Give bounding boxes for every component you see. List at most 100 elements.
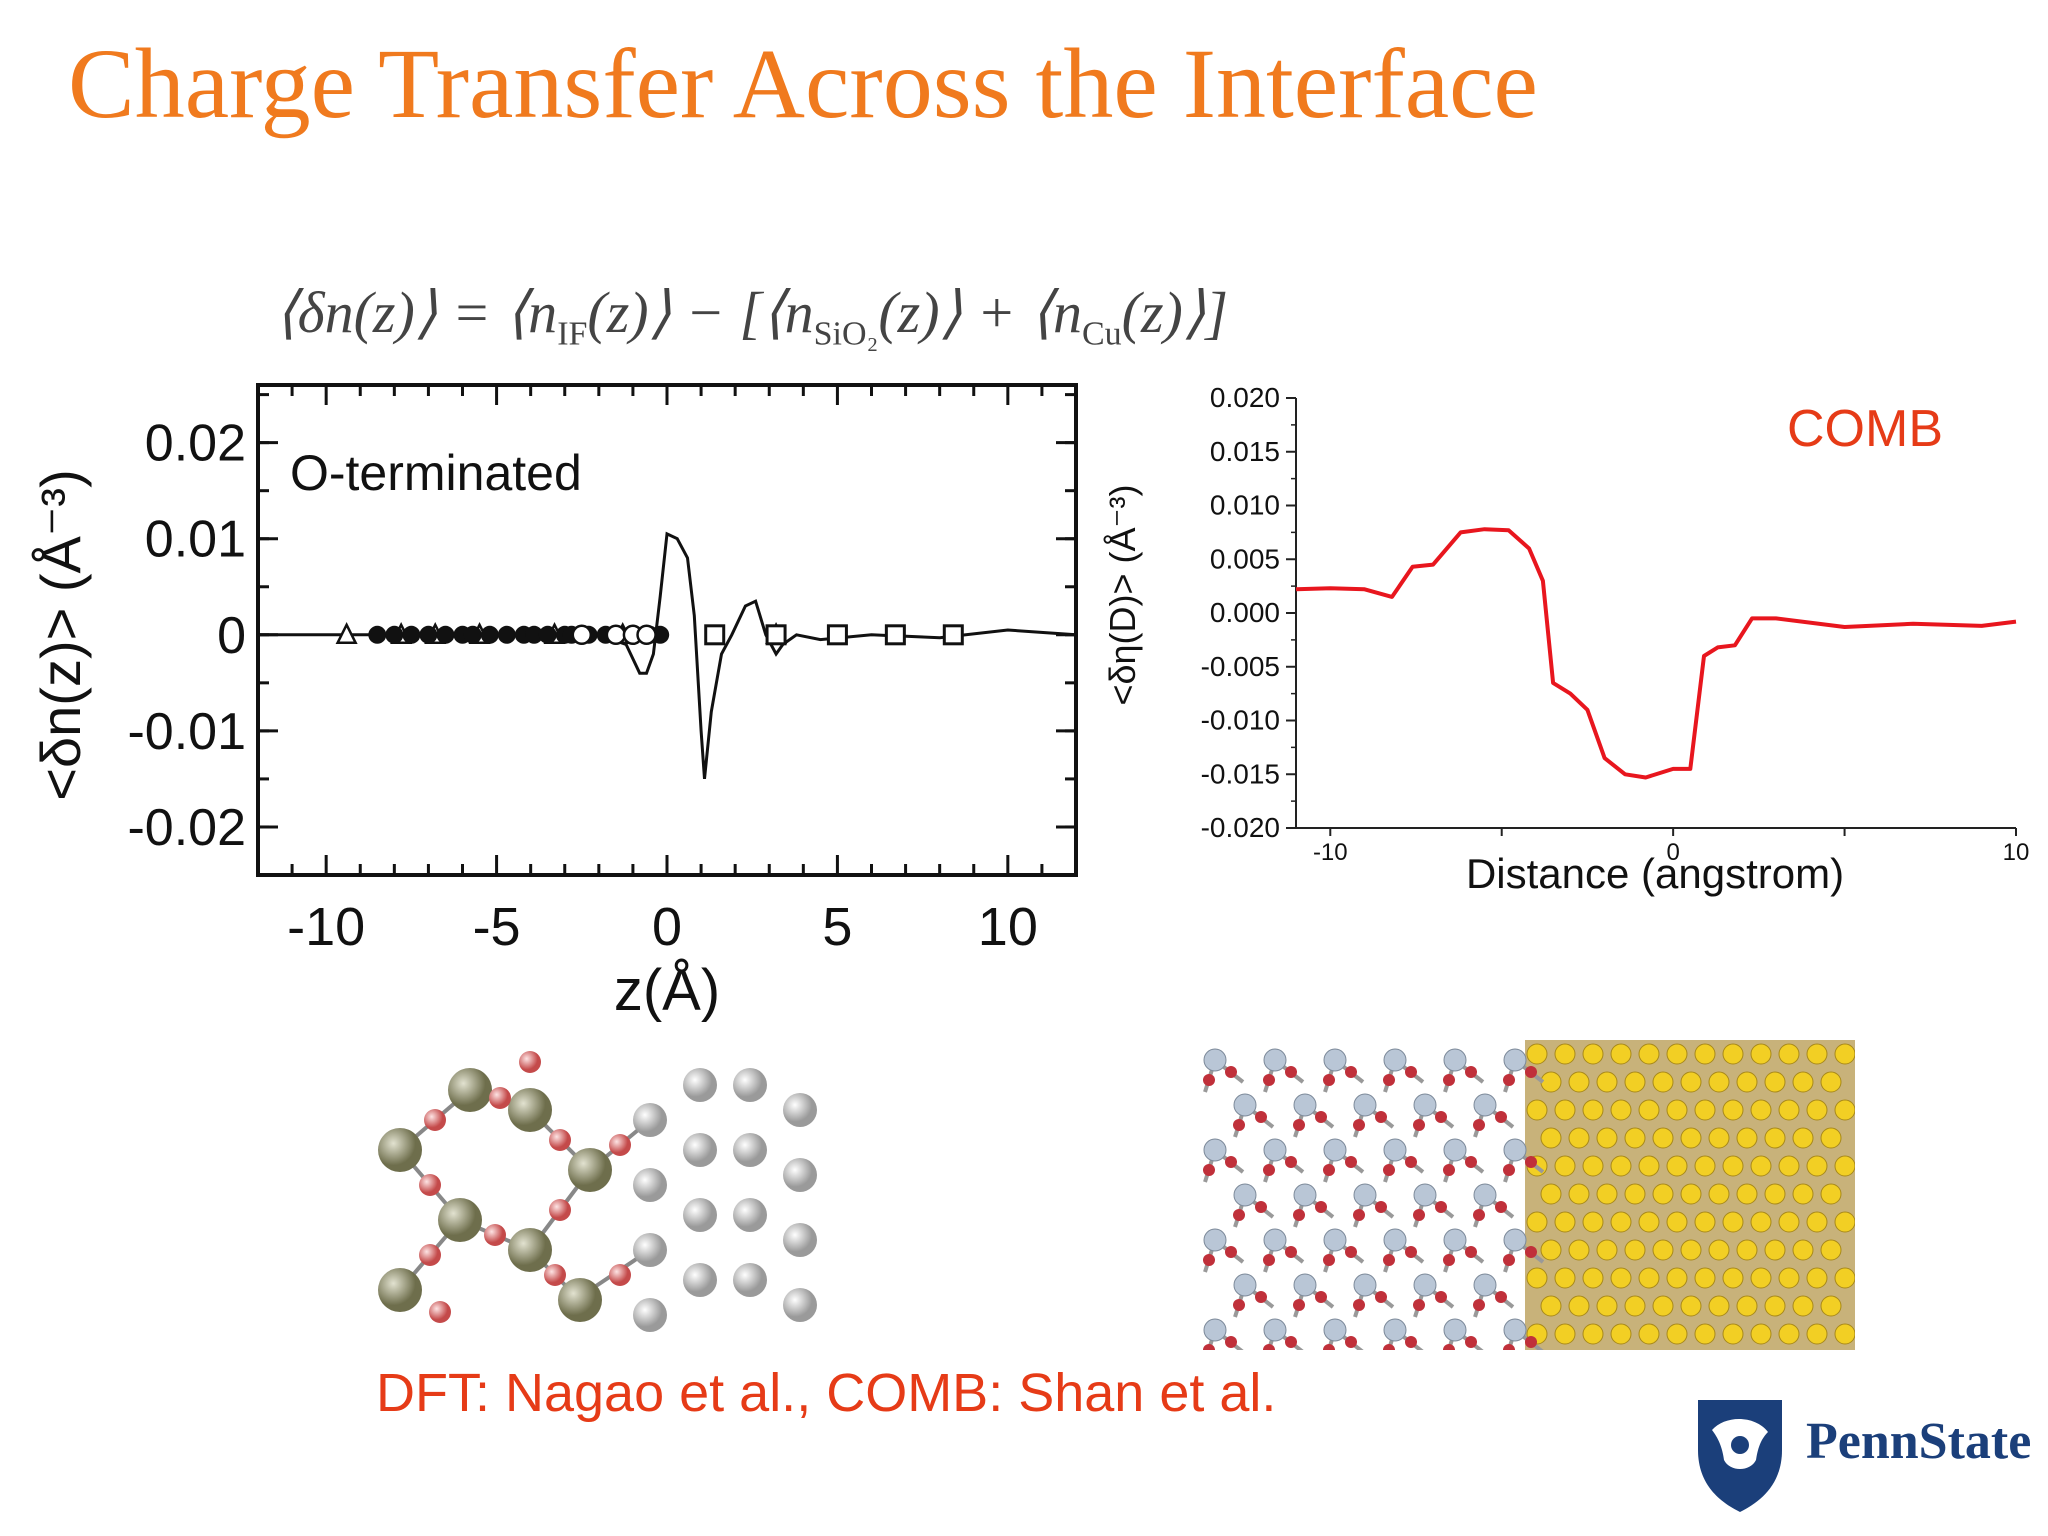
dft-y-tick-label: 0: [217, 607, 246, 665]
copper-atom: [1834, 1267, 1855, 1289]
oxygen-atom: [1435, 1291, 1447, 1303]
dft-x-tick-label: -5: [473, 897, 521, 957]
oxygen-atom: [1503, 1164, 1515, 1176]
oxygen-atom: [1413, 1299, 1425, 1311]
copper-atom: [1722, 1155, 1744, 1177]
silicon-atom: [1383, 1318, 1407, 1342]
copper-atom: [1652, 1295, 1674, 1317]
dft-x-tick-label: 0: [652, 897, 682, 957]
oxygen-atom: [1405, 1066, 1417, 1078]
oxygen-atom: [1315, 1111, 1327, 1123]
silicon-atom: [1413, 1093, 1437, 1117]
copper-atoms: [633, 1068, 817, 1332]
oxygen-atom: [1293, 1209, 1305, 1221]
silicon-atom: [1263, 1048, 1287, 1072]
silicon-atom: [1323, 1048, 1347, 1072]
silicon-atom: [1503, 1318, 1527, 1342]
copper-atom: [1722, 1211, 1744, 1233]
copper-atom: [1834, 1099, 1855, 1121]
dft-filled-circle-marker: [385, 625, 404, 644]
copper-atom: [1764, 1183, 1786, 1205]
copper-atom: [1652, 1071, 1674, 1093]
dft-y-tick-label: 0.01: [145, 511, 246, 569]
copper-atom: [1750, 1267, 1772, 1289]
copper-atom: [1736, 1239, 1758, 1261]
copper-atom: [1624, 1183, 1646, 1205]
copper-atom: [1610, 1043, 1632, 1065]
copper-atom: [1778, 1211, 1800, 1233]
copper-atom: [1736, 1127, 1758, 1149]
dft-filled-circle-marker: [480, 625, 499, 644]
dft-open-circle-marker: [605, 624, 627, 646]
copper-atom: [1820, 1071, 1842, 1093]
copper-atom: [1554, 1099, 1576, 1121]
oxygen-atom: [1203, 1254, 1215, 1266]
comb-y-tick-label: 0.010: [1210, 490, 1280, 521]
silicon-atom: [1323, 1138, 1347, 1162]
oxygen-atom: [1345, 1246, 1357, 1258]
copper-atom: [1778, 1323, 1800, 1345]
oxygen-atom: [1495, 1111, 1507, 1123]
oxygen-atom: [1443, 1164, 1455, 1176]
formula-sub-if: IF: [557, 315, 588, 353]
copper-atom: [1526, 1267, 1548, 1289]
copper-atom: [1596, 1127, 1618, 1149]
copper-atom: [1792, 1239, 1814, 1261]
copper-atom: [1554, 1211, 1576, 1233]
copper-atom: [1806, 1043, 1828, 1065]
oxygen-atom: [1435, 1111, 1447, 1123]
oxygen-atom: [1353, 1299, 1365, 1311]
dft-y-tick-label: -0.01: [127, 703, 246, 761]
comb-y-tick-label: -0.010: [1201, 705, 1280, 736]
oxygen-atom: [1263, 1254, 1275, 1266]
dft-y-tick-label: -0.02: [127, 799, 246, 857]
oxygen-atoms: [419, 1051, 631, 1323]
copper-atom: [1694, 1211, 1716, 1233]
oxygen-atom: [1383, 1344, 1395, 1350]
copper-atom: [1834, 1211, 1855, 1233]
silicon-atom: [1473, 1093, 1497, 1117]
copper-atom: [1526, 1211, 1548, 1233]
copper-atom: [1834, 1323, 1855, 1345]
silicon-atom: [1443, 1228, 1467, 1252]
dft-filled-circle-marker: [463, 625, 482, 644]
shield-icon: [1698, 1400, 1782, 1512]
comb-x-tick-label: -10: [1313, 839, 1348, 866]
comb-y-tick-label: -0.015: [1201, 758, 1280, 789]
dft-open-square-marker: [826, 624, 848, 646]
silicon-atom: [1203, 1228, 1227, 1252]
formula-end: (z)⟩]: [1121, 280, 1229, 345]
oxygen-atom: [1203, 1164, 1215, 1176]
oxygen-atom: [1405, 1336, 1417, 1348]
copper-atom: [1806, 1155, 1828, 1177]
copper-atom: [1526, 1043, 1548, 1065]
dft-open-square-marker: [704, 624, 726, 646]
oxygen-atom: [1225, 1246, 1237, 1258]
dft-filled-circle-marker: [497, 625, 516, 644]
silicon-atom: [1413, 1183, 1437, 1207]
comb-y-tick-label: 0.015: [1210, 436, 1280, 467]
copper-atom: [1568, 1183, 1590, 1205]
oxygen-atom: [1203, 1344, 1215, 1350]
oxygen-atom: [1353, 1119, 1365, 1131]
copper-atom: [1806, 1211, 1828, 1233]
oxygen-atom: [1525, 1336, 1537, 1348]
comb-x-tick-label: 0: [1666, 839, 1679, 866]
silicon-atom: [1323, 1228, 1347, 1252]
oxygen-atom: [1413, 1209, 1425, 1221]
silicon-atom: [1503, 1138, 1527, 1162]
oxygen-atom: [1255, 1201, 1267, 1213]
silicon-atom: [1473, 1183, 1497, 1207]
copper-atom: [1652, 1127, 1674, 1149]
silicon-atom: [1203, 1048, 1227, 1072]
dft-filled-circle-marker: [538, 625, 557, 644]
oxygen-atom: [1285, 1066, 1297, 1078]
comb-y-tick-label: -0.005: [1201, 651, 1280, 682]
oxygen-atom: [1525, 1066, 1537, 1078]
copper-atom: [1638, 1211, 1660, 1233]
comb-y-axis-label: <δη(D)> (Å⁻³): [1102, 484, 1143, 705]
copper-atom: [1582, 1099, 1604, 1121]
copper-atom: [1694, 1155, 1716, 1177]
copper-atom: [1596, 1239, 1618, 1261]
copper-atom: [1624, 1295, 1646, 1317]
